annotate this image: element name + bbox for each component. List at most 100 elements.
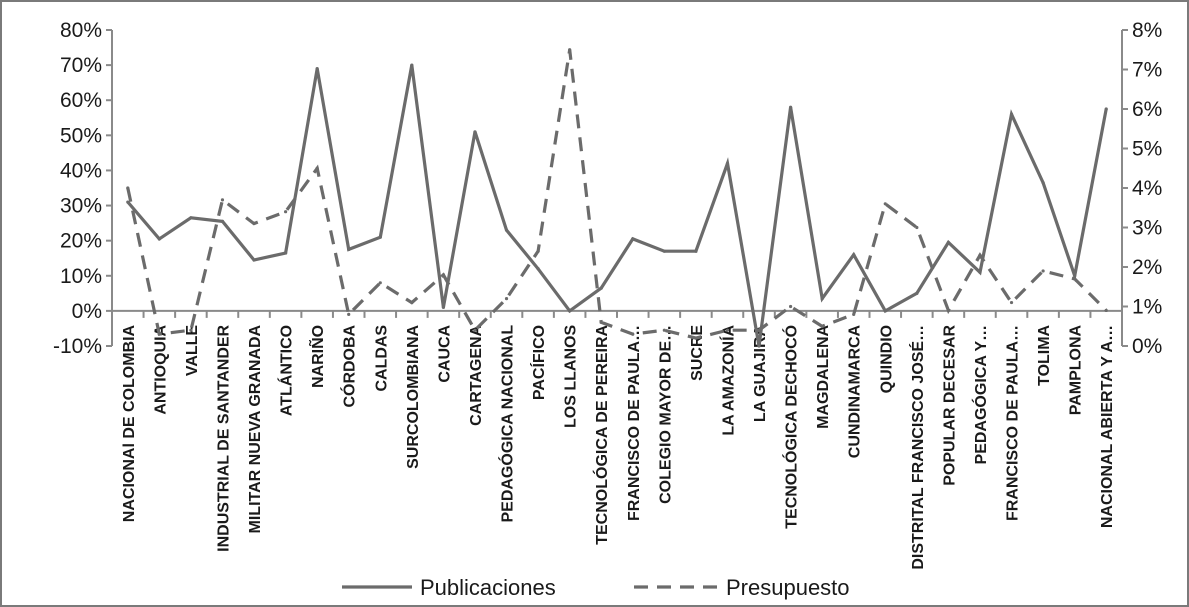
right-tick-label: 7% <box>1132 59 1162 82</box>
data-point-presupuesto <box>631 332 635 336</box>
data-point-presupuesto <box>1009 300 1014 305</box>
category-label: LOS LLANOS <box>563 325 580 428</box>
right-tick-label: 2% <box>1132 256 1162 279</box>
data-point-publicaciones <box>725 161 730 166</box>
data-point-publicaciones <box>410 63 414 67</box>
data-point-publicaciones <box>1041 181 1045 185</box>
data-point-presupuesto <box>126 186 130 190</box>
data-point-publicaciones <box>473 130 477 134</box>
category-label: POPULAR DECESAR <box>941 324 958 485</box>
category-label: ANTIOQUIA <box>152 324 169 414</box>
category-label: MAGDALENA <box>815 324 832 428</box>
data-point-presupuesto <box>410 300 414 305</box>
category-label: VALLE <box>184 325 201 377</box>
series-line-publicaciones <box>126 64 1108 347</box>
category-label: COLEGIO MAYOR DE… <box>657 325 674 504</box>
data-point-publicaciones <box>662 249 666 253</box>
category-label: CALDAS <box>373 325 390 392</box>
data-point-presupuesto <box>978 253 982 257</box>
series-line-presupuesto <box>126 49 1108 340</box>
legend-label-publicaciones: Publicaciones <box>420 575 556 600</box>
left-tick-label: 10% <box>60 265 102 288</box>
data-point-publicaciones <box>852 253 856 257</box>
data-point-publicaciones <box>757 344 761 348</box>
data-point-publicaciones <box>883 309 887 313</box>
data-point-presupuesto <box>694 336 698 340</box>
category-label: SURCOLOMBIANA <box>405 324 422 468</box>
category-label: CÓRDOBA <box>340 324 359 407</box>
data-point-presupuesto <box>1104 308 1108 313</box>
data-point-publicaciones <box>946 240 951 245</box>
category-label: PAMPLONA <box>1068 324 1085 415</box>
data-point-presupuesto <box>725 328 730 332</box>
data-point-presupuesto <box>252 221 256 226</box>
category-label: CUNDINAMARCA <box>847 324 864 458</box>
data-point-presupuesto <box>378 281 382 285</box>
category-label: CARTAGENA <box>468 324 485 425</box>
left-tick-label: 70% <box>60 54 102 77</box>
data-point-presupuesto <box>883 202 887 206</box>
data-point-presupuesto <box>189 328 193 332</box>
data-point-presupuesto <box>157 332 161 336</box>
data-point-publicaciones <box>788 105 793 109</box>
data-point-publicaciones <box>157 237 161 241</box>
category-label: NACIONAl DE COLOMBIA <box>121 324 138 522</box>
category-label: PACÍFICO <box>529 325 548 400</box>
category-label: QUINDIO <box>878 325 895 393</box>
category-label: PEDAGÓGICA NACIONAL <box>498 325 517 523</box>
data-point-publicaciones <box>252 258 256 262</box>
data-point-publicaciones <box>978 270 982 274</box>
category-label: ATLÁNTICO <box>277 325 296 416</box>
data-point-publicaciones <box>915 291 919 295</box>
category-label: TECNOLÓGICA DECHOCÓ <box>782 325 801 529</box>
left-tick-label: -10% <box>53 335 102 358</box>
data-point-publicaciones <box>126 200 130 204</box>
legend-label-presupuesto: Presupuesto <box>726 575 850 600</box>
data-point-publicaciones <box>820 297 824 301</box>
data-point-presupuesto <box>473 328 477 332</box>
category-label: LA GUAJIRA <box>752 324 769 422</box>
left-tick-label: 0% <box>72 300 102 323</box>
left-tick-label: 60% <box>60 89 102 112</box>
category-label: TOLIMA <box>1036 324 1053 385</box>
data-point-publicaciones <box>315 67 319 71</box>
left-tick-label: 50% <box>60 124 102 147</box>
left-tick-label: 80% <box>60 19 102 42</box>
right-tick-label: 3% <box>1132 217 1162 240</box>
left-tick-label: 40% <box>60 159 102 182</box>
data-point-presupuesto <box>315 166 319 170</box>
data-point-publicaciones <box>441 305 446 309</box>
data-point-presupuesto <box>568 48 572 52</box>
data-point-publicaciones <box>599 286 603 290</box>
category-label: FRANCISCO DE PAULA… <box>626 325 643 521</box>
data-point-presupuesto <box>946 308 951 313</box>
data-point-presupuesto <box>220 198 225 202</box>
data-point-presupuesto <box>504 297 509 301</box>
right-tick-label: 8% <box>1132 19 1162 42</box>
data-point-presupuesto <box>1073 277 1077 281</box>
category-label: CAUCA <box>436 324 453 382</box>
data-point-publicaciones <box>220 219 225 223</box>
right-tick-label: 6% <box>1132 98 1162 121</box>
right-tick-label: 0% <box>1132 335 1162 358</box>
data-point-publicaciones <box>189 216 193 220</box>
data-point-presupuesto <box>283 210 288 214</box>
data-point-presupuesto <box>852 312 856 316</box>
data-point-publicaciones <box>283 251 288 255</box>
category-label: NARIÑO <box>307 325 327 388</box>
data-point-publicaciones <box>347 247 351 252</box>
data-point-publicaciones <box>536 267 540 271</box>
data-point-publicaciones <box>631 237 635 241</box>
data-point-presupuesto <box>788 304 793 309</box>
category-label: INDUSTRIAL DE SANTANDER <box>215 324 232 551</box>
right-tick-label: 4% <box>1132 177 1162 200</box>
data-point-presupuesto <box>599 320 603 324</box>
category-label: DISTRITAL FRANCISCO JOSÉ… <box>908 325 927 570</box>
left-tick-label: 20% <box>60 230 102 253</box>
right-tick-label: 1% <box>1132 296 1162 319</box>
data-point-publicaciones <box>1104 107 1108 111</box>
data-point-presupuesto <box>441 273 446 277</box>
data-point-presupuesto <box>757 328 761 332</box>
data-point-presupuesto <box>536 249 540 253</box>
